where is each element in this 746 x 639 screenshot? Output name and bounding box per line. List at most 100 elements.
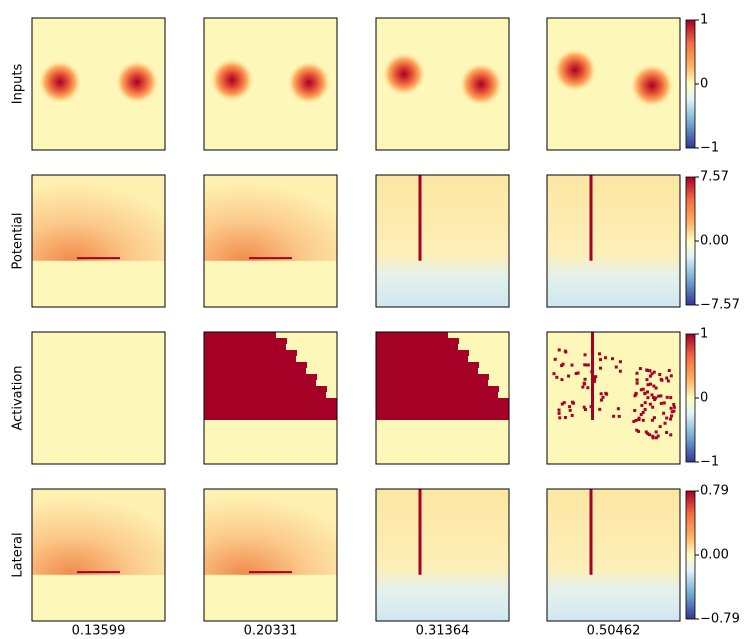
active-cell [567, 374, 571, 378]
active-cell [591, 381, 595, 385]
active-cell [665, 431, 669, 435]
colorbar-tick-label: −7.57 [700, 298, 740, 313]
active-cell [589, 405, 593, 409]
column-label: 0.31364 [416, 624, 470, 639]
blob [38, 60, 82, 104]
blob [553, 48, 597, 92]
colorbar-tick-label: −1 [700, 455, 719, 470]
frame [31, 331, 166, 465]
heatmap [31, 488, 166, 622]
frame [203, 17, 338, 151]
active-cell [618, 369, 622, 373]
active-cell [635, 371, 639, 375]
active-cell [648, 369, 652, 373]
active-cell [652, 370, 656, 374]
frame [203, 174, 338, 308]
active-cell [563, 349, 567, 353]
active-region [376, 332, 509, 420]
active-cell [639, 413, 643, 417]
frame [375, 488, 510, 622]
active-cell [570, 363, 574, 367]
active-cell [638, 367, 642, 371]
heatmap [375, 174, 510, 308]
active-cell [634, 418, 638, 422]
active-cell [669, 406, 673, 410]
active-cell [672, 405, 676, 409]
blob [382, 52, 426, 96]
active-cell [574, 372, 578, 376]
active-cell [590, 348, 594, 352]
active-cell [637, 429, 641, 433]
active-cell [633, 394, 637, 398]
active-cell [669, 433, 673, 437]
active-cell [654, 430, 658, 434]
active-cell [557, 348, 561, 352]
active-cell [665, 416, 669, 420]
active-cell [618, 360, 622, 364]
active-cell [584, 363, 588, 367]
frame [375, 17, 510, 151]
colorbar [685, 333, 696, 463]
colorbar-tick-label: 0.00 [700, 234, 729, 249]
active-cell [604, 356, 608, 360]
heatmap [203, 488, 338, 622]
active-cell [586, 386, 590, 390]
heatmap-bg [547, 332, 680, 464]
frame [31, 488, 166, 622]
active-cell [649, 382, 653, 386]
field [376, 489, 509, 621]
active-cell [651, 434, 655, 438]
active-cell [583, 408, 587, 412]
active-cell [662, 411, 666, 415]
heatmap [31, 331, 166, 465]
heatmap [203, 17, 338, 151]
colorbar-tick-label: −1 [700, 141, 719, 156]
active-cell [646, 396, 650, 400]
active-cell [650, 372, 654, 376]
active-cell [652, 396, 656, 400]
active-cell [604, 391, 608, 395]
active-cell [576, 371, 580, 375]
active-cell [658, 425, 662, 429]
active-cell [646, 383, 650, 387]
heatmap [203, 331, 338, 465]
active-cell [659, 394, 663, 398]
colorbar-tick-label: 0 [700, 77, 708, 92]
active-cell [650, 418, 654, 422]
active-cell [662, 401, 666, 405]
colorbar [685, 176, 696, 306]
colorbar-tick-label: 7.57 [700, 170, 729, 185]
active-cell [568, 408, 572, 412]
active-cell [643, 391, 647, 395]
heatmap-bg [32, 332, 165, 464]
active-cell [583, 353, 587, 357]
active-cell [560, 378, 564, 382]
active-cell [645, 368, 649, 372]
active-cell [557, 411, 561, 415]
active-cell [599, 358, 603, 362]
row-label: Lateral [11, 532, 26, 577]
heatmap [31, 17, 166, 151]
field [32, 175, 165, 261]
active-cell [665, 395, 669, 399]
active-cell [641, 410, 645, 414]
active-region [204, 332, 337, 420]
colorbar-tick-label: 0 [700, 391, 708, 406]
colorbar-tick-label: 1 [700, 327, 708, 342]
active-cell [593, 377, 597, 381]
active-cell [612, 414, 616, 418]
active-cell [651, 405, 655, 409]
active-cell [654, 396, 658, 400]
active-cell [617, 414, 621, 418]
active-cell [666, 379, 670, 383]
field [547, 175, 680, 307]
active-cell [611, 357, 615, 361]
active-cell [643, 407, 647, 411]
field [547, 489, 680, 621]
active-cell [656, 434, 660, 438]
active-cell [641, 387, 645, 391]
row-label: Potential [11, 213, 26, 270]
colorbar-tick-label: −0.79 [700, 612, 740, 627]
frame [31, 17, 166, 151]
